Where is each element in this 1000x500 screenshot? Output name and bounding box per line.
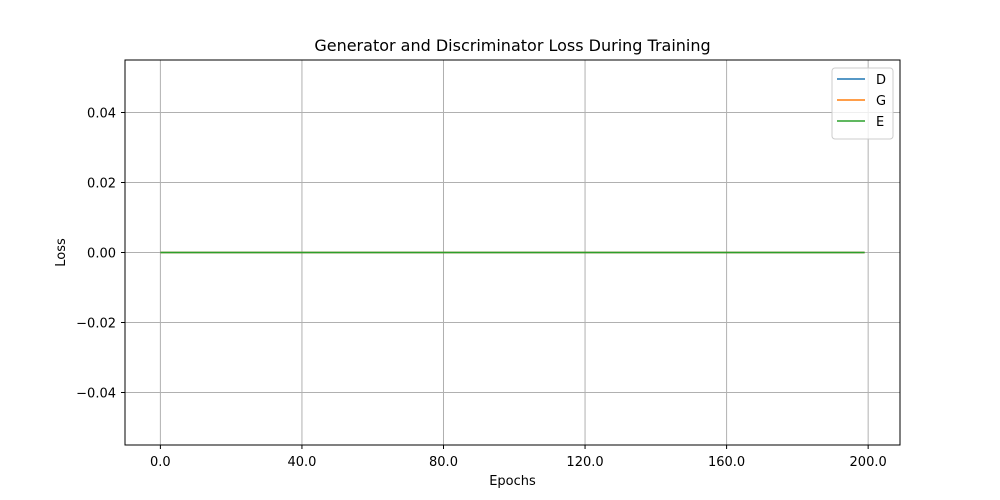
y-tick-label: 0.04	[87, 107, 116, 122]
legend-label-g: G	[876, 94, 886, 109]
y-tick-label: −0.04	[76, 387, 116, 402]
x-axis-ticks: 0.0 40.0 80.0 120.0 160.0 200.0	[150, 445, 887, 470]
chart-title: Generator and Discriminator Loss During …	[314, 36, 710, 55]
y-tick-label: 0.00	[87, 247, 116, 262]
y-tick-label: 0.02	[87, 177, 116, 192]
y-axis-label: Loss	[54, 238, 69, 267]
y-tick-label: −0.02	[76, 317, 116, 332]
x-axis-label: Epochs	[489, 474, 536, 489]
legend-label-e: E	[876, 115, 884, 130]
x-tick-label: 40.0	[287, 455, 316, 470]
legend: DGE	[831, 67, 894, 140]
y-axis-ticks: −0.04 −0.02 0.00 0.02 0.04	[76, 107, 125, 402]
x-tick-label: 80.0	[429, 455, 458, 470]
x-tick-label: 200.0	[850, 455, 887, 470]
x-tick-label: 160.0	[708, 455, 745, 470]
x-tick-label: 0.0	[150, 455, 171, 470]
legend-label-d: D	[876, 73, 886, 88]
x-tick-label: 120.0	[566, 455, 603, 470]
